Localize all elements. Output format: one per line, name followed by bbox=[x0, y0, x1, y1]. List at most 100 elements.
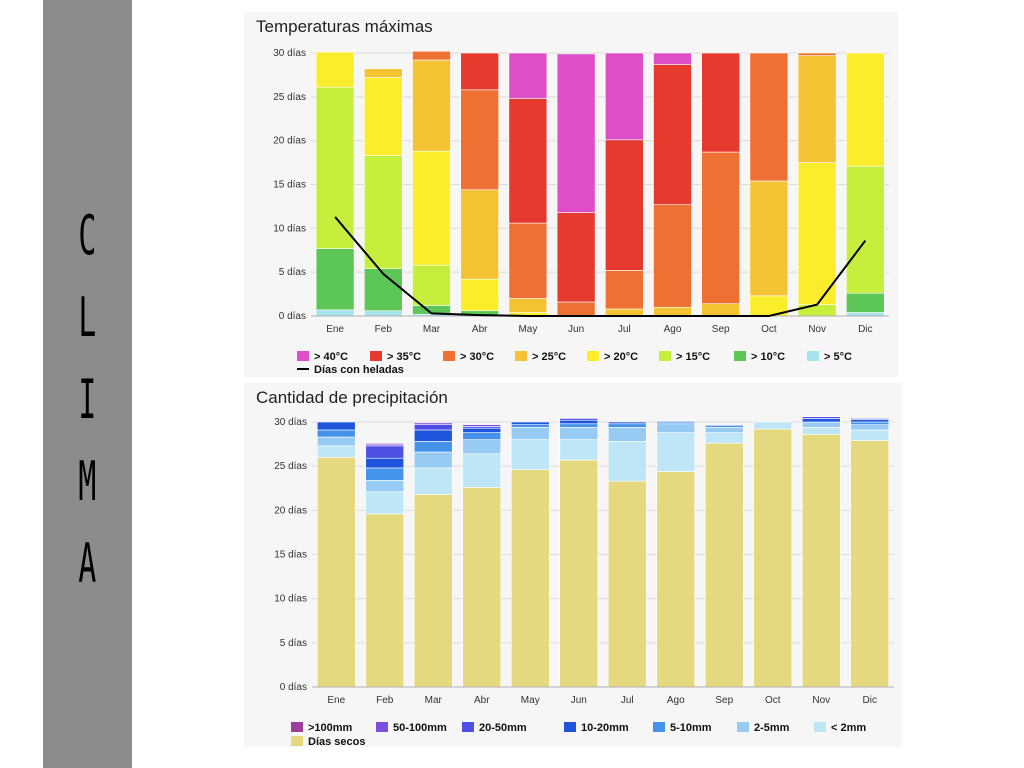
bar-segment bbox=[559, 423, 599, 428]
x-tick-label: Jun bbox=[571, 695, 587, 706]
y-tick-label: 20 días bbox=[274, 505, 307, 516]
bar-segment bbox=[801, 434, 841, 688]
bar-segment bbox=[364, 155, 403, 269]
x-tick-label: Nov bbox=[808, 324, 826, 335]
bar-segment bbox=[316, 457, 356, 688]
chart-title: Temperaturas máximas bbox=[256, 17, 433, 36]
bar-segment bbox=[460, 89, 499, 191]
legend-label: 5-10mm bbox=[670, 722, 712, 734]
title-letter: L bbox=[78, 286, 97, 349]
legend-label: > 35°C bbox=[387, 351, 421, 363]
bar-segment bbox=[850, 419, 890, 423]
legend-swatch bbox=[734, 351, 746, 361]
bar-segment bbox=[556, 53, 596, 213]
legend-swatch bbox=[659, 351, 671, 361]
chart-title: Cantidad de precipitación bbox=[256, 388, 448, 407]
bar-segment bbox=[510, 469, 550, 688]
bar-segment bbox=[753, 421, 793, 430]
legend-label: 20-50mm bbox=[479, 722, 527, 734]
bar-segment bbox=[462, 427, 502, 433]
bar-segment bbox=[508, 98, 548, 224]
bar-segment bbox=[604, 308, 644, 317]
bar-segment bbox=[656, 420, 696, 423]
vertical-title: C L I M A bbox=[43, 195, 132, 605]
bar-segment bbox=[510, 426, 550, 440]
bar-segment bbox=[316, 445, 356, 458]
bar-segment bbox=[365, 445, 405, 459]
bar-segment bbox=[460, 189, 499, 280]
precipitation-chart: Cantidad de precipitación 0 días 5 días 10 … bbox=[256, 388, 894, 747]
bar-segment bbox=[315, 51, 355, 88]
legend-swatch bbox=[737, 722, 749, 732]
bar-segment bbox=[850, 429, 890, 441]
legend-swatch bbox=[376, 722, 388, 732]
bar-segment bbox=[510, 439, 550, 471]
bar-segment bbox=[797, 55, 837, 163]
bar-segment bbox=[508, 222, 548, 299]
bar-segment bbox=[365, 480, 405, 493]
bar-segment bbox=[559, 439, 599, 461]
bar-segment bbox=[460, 52, 499, 91]
x-tick-label: Abr bbox=[472, 324, 488, 335]
bar-segment bbox=[559, 418, 599, 421]
bar-segment bbox=[701, 52, 741, 153]
legend-swatch bbox=[564, 722, 576, 732]
bar-segment bbox=[364, 77, 403, 156]
legend-label: Días con heladas bbox=[314, 364, 404, 376]
x-tick-label: Jun bbox=[568, 324, 584, 335]
bar-segment bbox=[316, 421, 356, 431]
bar-segment bbox=[508, 52, 548, 99]
bar-segment bbox=[845, 165, 885, 294]
legend-swatch bbox=[587, 351, 599, 361]
x-tick-label: Feb bbox=[375, 324, 393, 335]
bar-segment bbox=[801, 418, 841, 423]
bar-segment bbox=[704, 432, 744, 444]
bar-segment bbox=[850, 421, 890, 425]
y-tick-label: 5 días bbox=[280, 638, 307, 649]
y-tick-label: 25 días bbox=[274, 461, 307, 472]
legend-swatch bbox=[443, 351, 455, 361]
x-tick-label: Jul bbox=[621, 695, 634, 706]
bar-segment bbox=[653, 204, 692, 308]
bar-segment bbox=[315, 86, 355, 249]
bar-segment bbox=[413, 467, 453, 495]
bar-segment bbox=[510, 424, 550, 428]
bar-segment bbox=[607, 441, 647, 482]
bar-segment bbox=[556, 301, 596, 317]
y-tick-label: 5 días bbox=[279, 267, 306, 278]
y-tick-label: 15 días bbox=[273, 180, 306, 191]
bar-segment bbox=[364, 68, 403, 78]
legend-swatch bbox=[370, 351, 382, 361]
x-tick-label: May bbox=[521, 695, 540, 706]
bar-segment bbox=[364, 268, 403, 312]
bar-segment bbox=[850, 418, 890, 420]
y-tick-label: 0 días bbox=[279, 311, 306, 322]
bar-segment bbox=[850, 440, 890, 688]
bar-segment bbox=[797, 162, 837, 305]
bar-segment bbox=[850, 424, 890, 431]
x-tick-label: Sep bbox=[712, 324, 730, 335]
legend-swatch bbox=[291, 736, 303, 746]
bar-segment bbox=[413, 451, 453, 469]
legend-label: > 5°C bbox=[824, 351, 852, 363]
legend-label: 10-20mm bbox=[581, 722, 629, 734]
bar-segment bbox=[413, 424, 453, 431]
bar-segment bbox=[462, 432, 502, 440]
bar-segment bbox=[656, 423, 696, 433]
bar-segment bbox=[365, 491, 405, 515]
bar-segment bbox=[365, 442, 405, 445]
x-tick-label: Sep bbox=[715, 695, 733, 706]
bar-segment bbox=[316, 429, 356, 438]
title-letter: I bbox=[78, 368, 97, 431]
bar-segment bbox=[413, 441, 453, 453]
bar-segment bbox=[749, 180, 789, 297]
bar-segment bbox=[413, 429, 453, 442]
frost-days-line bbox=[334, 216, 867, 317]
bar-segment bbox=[462, 439, 502, 455]
bar-segment bbox=[604, 270, 644, 310]
bar-segment bbox=[607, 426, 647, 442]
bar-segment bbox=[845, 52, 885, 167]
bar-segment bbox=[701, 151, 741, 305]
x-tick-label: May bbox=[518, 324, 537, 335]
legend-swatch bbox=[462, 722, 474, 732]
